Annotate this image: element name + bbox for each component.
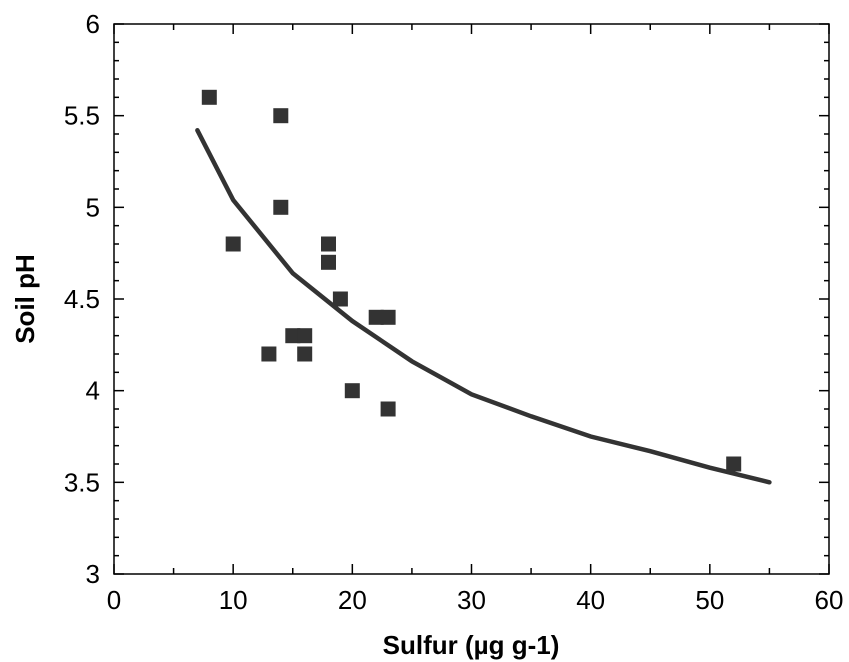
data-point (225, 236, 241, 252)
x-axis-title: Sulfur (µg g-1) (383, 630, 560, 660)
x-tick-label: 20 (338, 585, 367, 615)
y-tick-label: 3.5 (64, 467, 100, 497)
data-point (201, 89, 217, 105)
data-point (380, 309, 396, 325)
y-tick-label: 6 (86, 9, 100, 39)
data-point (297, 346, 313, 362)
x-tick-label: 30 (457, 585, 486, 615)
data-point (285, 328, 301, 344)
data-point (297, 328, 313, 344)
x-tick-label: 10 (219, 585, 248, 615)
data-point (380, 401, 396, 417)
trend-line (195, 128, 772, 485)
plot-area (113, 23, 830, 575)
plot-frame (113, 23, 830, 575)
data-point (332, 291, 348, 307)
data-point (273, 199, 289, 215)
y-axis-title: Soil pH (10, 254, 40, 344)
data-point (726, 456, 742, 472)
x-axis: 0 10 20 30 40 50 60 (107, 24, 844, 615)
x-tick-label: 0 (107, 585, 121, 615)
data-point (321, 236, 336, 252)
y-tick-label: 4 (86, 376, 100, 406)
y-tick-label: 5.5 (64, 101, 100, 131)
marker-layer (201, 89, 742, 472)
y-axis: 3 3.5 4 4.5 5 5.5 6 (64, 9, 829, 589)
x-tick-label: 60 (815, 585, 844, 615)
data-point (273, 108, 289, 124)
y-tick-label: 4.5 (64, 284, 100, 314)
y-tick-label: 3 (86, 559, 100, 589)
trend-layer (195, 128, 772, 485)
x-tick-label: 50 (695, 585, 724, 615)
data-point (261, 346, 277, 362)
data-point (344, 383, 360, 399)
data-point (368, 309, 384, 325)
y-tick-label: 5 (86, 192, 100, 222)
x-tick-label: 40 (576, 585, 605, 615)
data-point (321, 254, 336, 270)
